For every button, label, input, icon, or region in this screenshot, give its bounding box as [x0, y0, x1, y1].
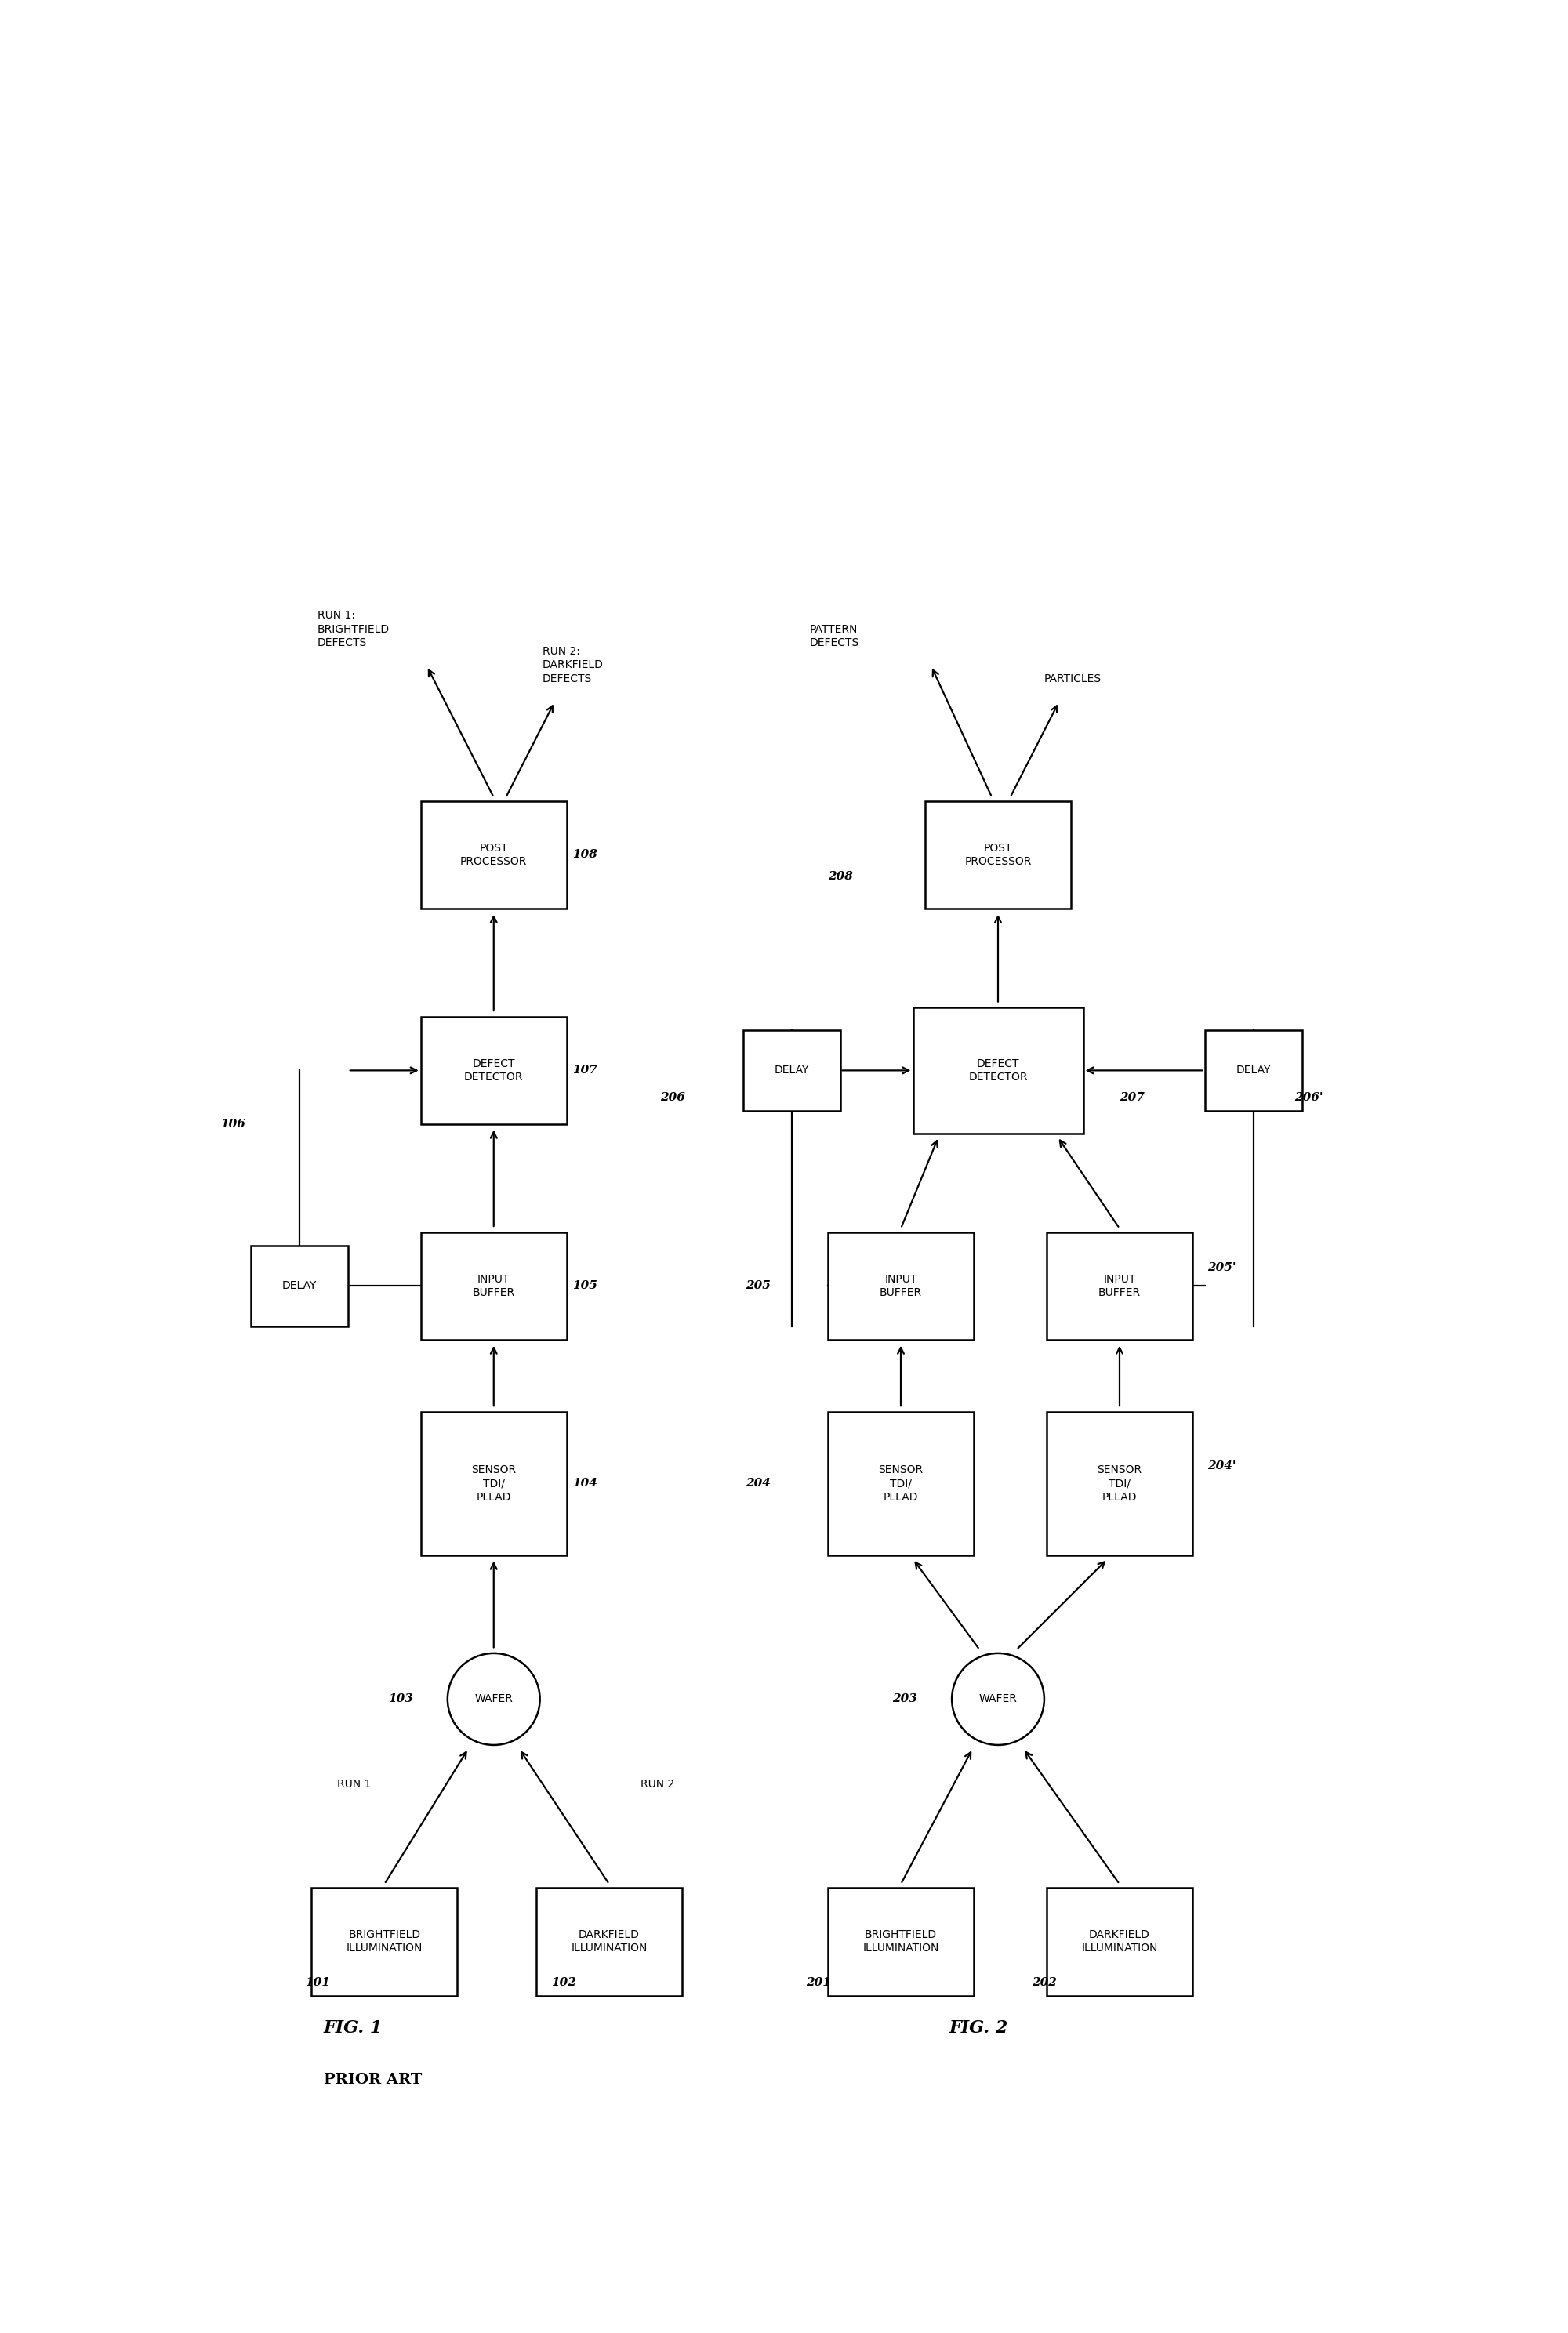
Text: SENSOR
TDI/
PLLAD: SENSOR TDI/ PLLAD	[472, 1465, 516, 1502]
Bar	[420, 800, 566, 908]
Text: DELAY: DELAY	[1236, 1064, 1270, 1076]
Text: WAFER: WAFER	[978, 1694, 1018, 1705]
Text: RUN 1: RUN 1	[337, 1780, 372, 1789]
Text: BRIGHTFIELD
ILLUMINATION: BRIGHTFIELD ILLUMINATION	[862, 1929, 939, 1955]
Text: 103: 103	[387, 1694, 412, 1705]
Bar	[251, 1246, 348, 1327]
Text: 107: 107	[572, 1064, 597, 1076]
Text: 104: 104	[572, 1479, 597, 1488]
Text: DARKFIELD
ILLUMINATION: DARKFIELD ILLUMINATION	[571, 1929, 648, 1955]
Text: PRIOR ART: PRIOR ART	[323, 2072, 422, 2088]
Text: FIG. 1: FIG. 1	[323, 2020, 383, 2037]
Text: BRIGHTFIELD
ILLUMINATION: BRIGHTFIELD ILLUMINATION	[347, 1929, 422, 1955]
Ellipse shape	[447, 1654, 539, 1745]
Bar	[1204, 1029, 1301, 1111]
Text: 206': 206'	[1295, 1092, 1323, 1104]
Bar	[913, 1008, 1083, 1134]
Text: 101: 101	[306, 1978, 331, 1988]
Text: WAFER: WAFER	[475, 1694, 513, 1705]
Bar	[420, 1017, 566, 1125]
Text: 102: 102	[550, 1978, 575, 1988]
Text: 202: 202	[1032, 1978, 1057, 1988]
Text: 203: 203	[892, 1694, 917, 1705]
Text: FIG. 2: FIG. 2	[950, 2020, 1008, 2037]
Text: 106: 106	[220, 1120, 245, 1129]
Bar	[420, 1411, 566, 1556]
Text: DARKFIELD
ILLUMINATION: DARKFIELD ILLUMINATION	[1082, 1929, 1157, 1955]
Bar	[743, 1029, 840, 1111]
Text: RUN 2:
DARKFIELD
DEFECTS: RUN 2: DARKFIELD DEFECTS	[543, 646, 604, 684]
Text: 206: 206	[660, 1092, 685, 1104]
Text: SENSOR
TDI/
PLLAD: SENSOR TDI/ PLLAD	[878, 1465, 924, 1502]
Bar	[925, 800, 1071, 908]
Text: 207: 207	[1120, 1092, 1145, 1104]
Text: 201: 201	[806, 1978, 831, 1988]
Text: 204: 204	[745, 1479, 770, 1488]
Bar	[1047, 1232, 1193, 1339]
Bar	[420, 1232, 566, 1339]
Bar	[828, 1411, 974, 1556]
Text: 204': 204'	[1207, 1460, 1236, 1472]
Bar	[828, 1232, 974, 1339]
Text: INPUT
BUFFER: INPUT BUFFER	[880, 1274, 922, 1297]
Text: INPUT
BUFFER: INPUT BUFFER	[1098, 1274, 1142, 1297]
Text: 208: 208	[828, 870, 853, 882]
Text: 205': 205'	[1207, 1262, 1236, 1274]
Bar	[312, 1887, 458, 1995]
Text: 108: 108	[572, 849, 597, 861]
Bar	[1047, 1411, 1193, 1556]
Text: RUN 1:
BRIGHTFIELD
DEFECTS: RUN 1: BRIGHTFIELD DEFECTS	[317, 611, 390, 649]
Text: DEFECT
DETECTOR: DEFECT DETECTOR	[969, 1059, 1027, 1083]
Text: DEFECT
DETECTOR: DEFECT DETECTOR	[464, 1059, 524, 1083]
Text: 105: 105	[572, 1281, 597, 1292]
Text: 205: 205	[745, 1281, 770, 1292]
Text: POST
PROCESSOR: POST PROCESSOR	[461, 842, 527, 868]
Text: PARTICLES: PARTICLES	[1044, 674, 1102, 684]
Bar	[536, 1887, 682, 1995]
Ellipse shape	[952, 1654, 1044, 1745]
Text: POST
PROCESSOR: POST PROCESSOR	[964, 842, 1032, 868]
Text: DELAY: DELAY	[282, 1281, 317, 1292]
Text: RUN 2: RUN 2	[641, 1780, 674, 1789]
Bar	[828, 1887, 974, 1995]
Bar	[1047, 1887, 1193, 1995]
Text: INPUT
BUFFER: INPUT BUFFER	[472, 1274, 514, 1297]
Text: SENSOR
TDI/
PLLAD: SENSOR TDI/ PLLAD	[1098, 1465, 1142, 1502]
Text: DELAY: DELAY	[775, 1064, 809, 1076]
Text: PATTERN
DEFECTS: PATTERN DEFECTS	[809, 623, 859, 649]
